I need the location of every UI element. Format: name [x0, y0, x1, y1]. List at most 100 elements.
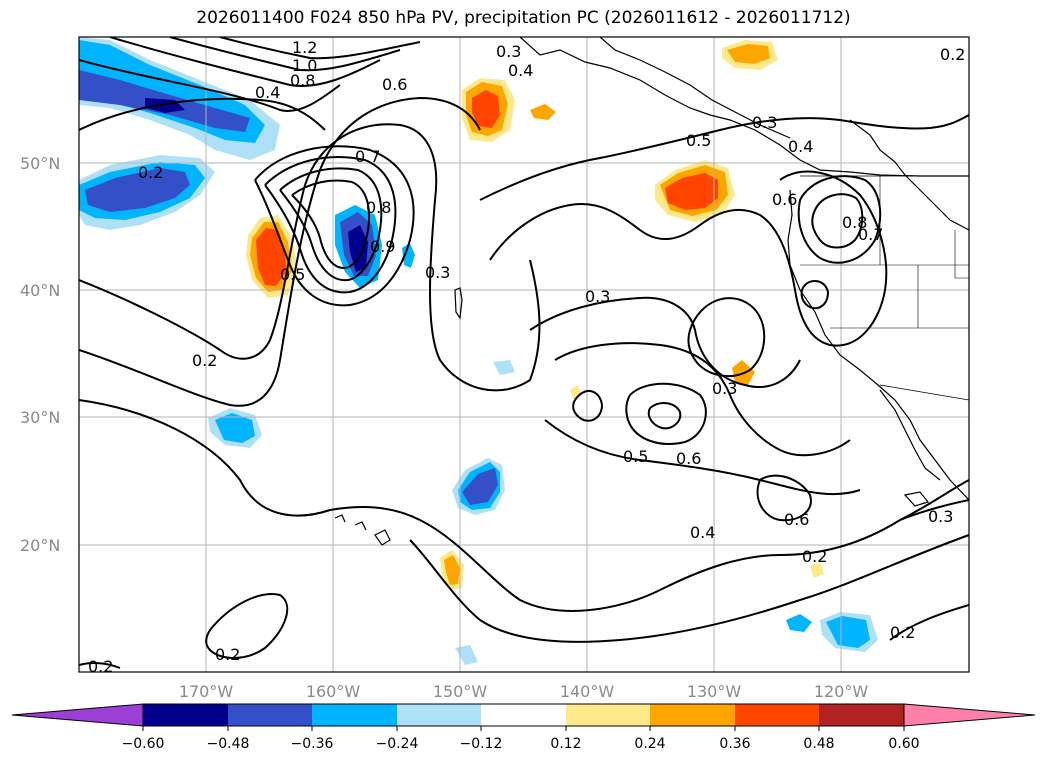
neg-anomaly-small-2-core — [215, 413, 255, 443]
pos-anomaly-north-1-strong — [472, 90, 500, 128]
island-1 — [454, 287, 463, 320]
contour-label-group: 1.2 1.0 0.8 0.4 0.6 0.3 0.4 0.2 0.7 0.8 … — [88, 38, 965, 676]
lat-label: 30°N — [20, 408, 60, 427]
contour-label: 0.8 — [290, 71, 315, 90]
lat-label: 20°N — [20, 536, 60, 555]
neg-anomaly-nw-lower-strong — [85, 168, 190, 212]
contour-label: 0.6 — [676, 449, 701, 468]
pos-anomaly-small-4 — [810, 562, 824, 578]
lon-label: 140°W — [560, 682, 615, 701]
colorbar-bin — [312, 704, 397, 726]
colorbar-bin — [566, 704, 650, 726]
lon-axis: 170°W 160°W 150°W 140°W 130°W 120°W — [179, 682, 869, 701]
colorbar-tick-label: −0.60 — [122, 736, 165, 752]
lon-label: 160°W — [306, 682, 361, 701]
pv-contours — [79, 37, 969, 669]
neg-anomaly-central-max — [348, 225, 368, 272]
contour-central-2 — [554, 342, 851, 457]
neg-anomaly-se-1-core — [826, 616, 870, 648]
state-lines — [800, 176, 969, 329]
colorbar-tick-label: −0.24 — [376, 736, 419, 752]
contour-ridge-4 — [291, 179, 371, 270]
contour-label: 0.2 — [192, 351, 217, 370]
contour-label: 0.3 — [752, 113, 777, 132]
contour-label: 0.7 — [355, 147, 380, 166]
lon-label: 170°W — [179, 682, 234, 701]
contour-s-edge — [79, 662, 121, 669]
contour-label: 0.2 — [890, 623, 915, 642]
contour-central-3 — [544, 419, 861, 496]
contour-nw-2 — [109, 37, 381, 87]
contour-label: 0.7 — [858, 225, 883, 244]
contour-label: 0.4 — [508, 61, 533, 80]
contour-label: 0.2 — [88, 657, 113, 676]
coast-baja — [879, 389, 941, 481]
contour-label: 0.4 — [255, 83, 280, 102]
contour-east-3 — [797, 175, 882, 264]
contour-label: 0.4 — [788, 137, 813, 156]
contour-label: 0.2 — [138, 163, 163, 182]
contour-nw-4 — [219, 37, 421, 60]
contour-south-1 — [79, 399, 969, 612]
contour-east-2 — [489, 170, 888, 347]
precip-shading — [79, 37, 878, 665]
colorbar-bin — [819, 704, 904, 726]
neg-anomaly-small-3 — [493, 360, 515, 375]
contour-east-1 — [479, 114, 969, 201]
contour-east-edge — [899, 499, 969, 521]
contour-east-loop — [687, 297, 766, 378]
contour-label: 0.3 — [712, 379, 737, 398]
contour-central-inner — [647, 402, 682, 430]
lat-label: 40°N — [20, 281, 60, 300]
pos-anomaly-north-3-core — [727, 44, 770, 64]
colorbar-tick-label: 0.12 — [550, 736, 581, 752]
contour-nw-1 — [79, 59, 341, 112]
graticule — [79, 37, 969, 672]
lon-label: 150°W — [433, 682, 488, 701]
contour-label: 0.2 — [940, 45, 965, 64]
contour-west-large — [79, 123, 541, 392]
contour-label: 0.4 — [690, 523, 715, 542]
contour-label: 0.5 — [623, 447, 648, 466]
pos-anomaly-east-strong — [665, 173, 718, 210]
contour-south-2 — [409, 534, 969, 643]
colorbar-tick-label: −0.36 — [291, 736, 334, 752]
contour-se-loop — [756, 474, 812, 522]
contour-label: 0.6 — [784, 510, 809, 529]
contour-east-4 — [811, 193, 864, 249]
colorbar-extend-right — [903, 703, 1036, 727]
coast-us-west — [787, 189, 969, 501]
map-frame — [78, 36, 970, 673]
coastlines — [334, 37, 969, 546]
contour-label: 0.6 — [772, 190, 797, 209]
colorbar-tick-label: 0.36 — [719, 736, 750, 752]
contour-west-outer — [79, 96, 481, 407]
island-hawaii — [334, 514, 391, 546]
contour-label: 0.8 — [842, 213, 867, 232]
contour-label: 0.3 — [585, 287, 610, 306]
island-2 — [903, 491, 930, 507]
contour-sw-loop — [205, 593, 289, 659]
coast-alaska — [519, 37, 969, 177]
colorbar-bin — [143, 704, 228, 726]
pos-anomaly-west-strong — [256, 228, 286, 286]
chart-title: 2026011400 F024 850 hPa PV, precipitatio… — [196, 8, 851, 28]
contour-east-5 — [800, 279, 830, 310]
coast-alaska-inner — [599, 37, 791, 139]
contour-label: 1.2 — [292, 38, 317, 57]
contour-nw-3 — [169, 37, 401, 72]
neg-anomaly-small-4 — [455, 645, 478, 665]
contour-central-1 — [529, 296, 801, 388]
colorbar-tick-label: −0.48 — [207, 736, 250, 752]
contour-label: 0.8 — [366, 198, 391, 217]
lon-label: 130°W — [687, 682, 742, 701]
coast-bc — [849, 119, 969, 231]
colorbar-bin — [650, 704, 735, 726]
contour-label: 0.3 — [425, 263, 450, 282]
lon-label: 120°W — [814, 682, 869, 701]
contour-nw-5 — [79, 97, 326, 131]
colorbar-extend-left — [11, 703, 144, 727]
contour-label: 1.0 — [292, 56, 317, 75]
colorbar: −0.60 −0.48 −0.36 −0.24 −0.12 0.12 0.24 … — [11, 703, 1036, 752]
